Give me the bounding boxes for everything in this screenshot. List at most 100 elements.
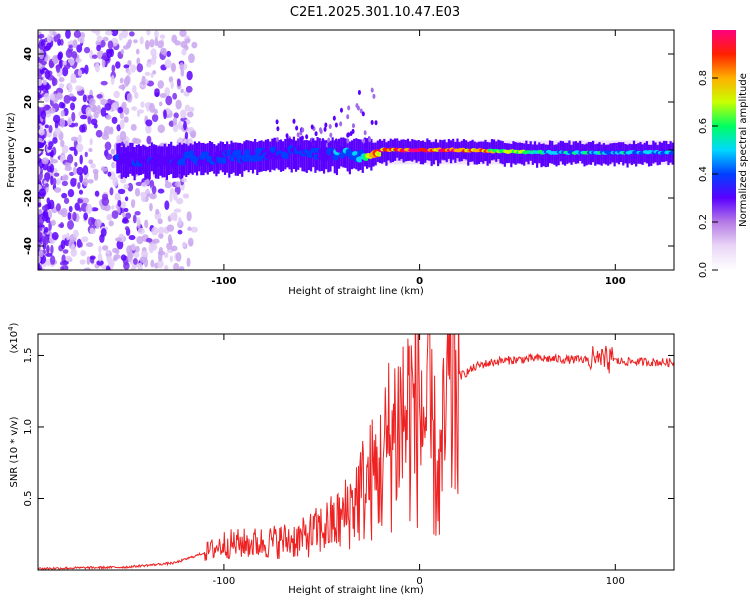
ridge-column: [626, 144, 629, 168]
ridge-column: [523, 143, 526, 166]
noise-speckle: [170, 80, 174, 90]
wisp: [276, 126, 280, 132]
wisp: [272, 140, 276, 146]
ridge-column: [454, 141, 457, 163]
noise-speckle: [174, 40, 181, 46]
noise-speckle: [156, 259, 164, 269]
noise-speckle: [113, 90, 120, 99]
ridge-column: [583, 144, 586, 167]
spectrogram-image: [38, 30, 674, 270]
noise-speckle: [48, 60, 54, 69]
noise-speckle: [124, 196, 129, 202]
noise-speckle: [187, 237, 194, 247]
noise-speckle: [81, 236, 89, 243]
wisp: [374, 120, 378, 126]
noise-speckle: [52, 137, 58, 144]
noise-speckle: [47, 202, 52, 210]
noise-speckle: [48, 107, 56, 114]
ridge-column: [234, 142, 237, 176]
noise-speckle: [42, 209, 49, 219]
noise-speckle: [102, 245, 109, 251]
noise-speckle: [58, 223, 64, 228]
noise-speckle: [96, 44, 101, 52]
noise-speckle: [105, 114, 112, 120]
noise-speckle: [83, 212, 89, 221]
noise-speckle: [107, 171, 112, 177]
noise-speckle: [144, 189, 151, 194]
noise-speckles: [38, 30, 198, 270]
noise-speckle: [101, 55, 109, 61]
noise-speckle: [123, 183, 130, 190]
noise-speckle: [179, 30, 187, 37]
noise-speckle: [70, 178, 77, 183]
wisp: [281, 142, 285, 148]
noise-speckle: [146, 135, 152, 145]
ridge-column: [570, 145, 573, 165]
noise-speckle: [119, 77, 124, 84]
noise-speckle: [93, 111, 99, 119]
noise-speckle: [82, 165, 89, 176]
noise-speckle: [105, 30, 113, 36]
noise-speckle: [176, 197, 184, 205]
noise-speckle: [116, 124, 121, 132]
wisp: [327, 137, 331, 143]
noise-speckle: [133, 39, 138, 44]
noise-speckle: [109, 187, 114, 196]
noise-speckle: [85, 242, 94, 248]
noise-speckle: [83, 267, 91, 270]
wisp: [351, 123, 355, 129]
noise-speckle: [60, 110, 65, 117]
noise-speckle: [101, 133, 110, 141]
noise-speckle: [134, 91, 139, 99]
noise-speckle: [86, 256, 91, 265]
noise-speckle: [135, 181, 143, 187]
noise-speckle: [131, 265, 136, 270]
ridge-signal: [112, 136, 674, 181]
spectrogram-ylabel: Frequency (Hz): [6, 112, 17, 188]
noise-speckle: [188, 137, 193, 147]
noise-speckle: [160, 47, 166, 55]
ridge-blob: [244, 148, 252, 156]
noise-speckle: [43, 45, 50, 52]
noise-speckle: [83, 46, 91, 54]
wisp: [310, 124, 314, 130]
spectrogram-xlabel: Height of straight line (km): [288, 286, 424, 297]
noise-speckle: [78, 36, 85, 44]
noise-speckle: [135, 245, 140, 253]
noise-speckle: [184, 193, 190, 199]
noise-speckle: [164, 59, 172, 69]
noise-speckle: [85, 203, 93, 214]
noise-speckle: [89, 227, 95, 234]
noise-speckle: [64, 162, 72, 168]
ridge-column: [647, 144, 651, 167]
ridge-column: [290, 140, 293, 173]
noise-speckle: [68, 205, 73, 213]
noise-speckle: [71, 51, 78, 59]
wisp: [299, 138, 303, 144]
noise-speckle: [89, 255, 96, 260]
noise-speckle: [57, 52, 63, 61]
noise-speckle: [163, 109, 167, 120]
noise-speckle: [58, 101, 65, 109]
noise-speckle: [144, 178, 150, 186]
ridge-column: [607, 144, 610, 166]
noise-speckle: [166, 50, 171, 58]
noise-speckle: [91, 54, 98, 59]
noise-speckle: [166, 224, 175, 232]
noise-speckle: [112, 247, 119, 254]
spectrogram-panel: -100 0 100 -40 -20 0 20 40 Height of straight l…: [6, 29, 675, 297]
ridge-column: [650, 145, 653, 166]
wisp: [342, 141, 346, 147]
noise-speckle: [155, 208, 160, 215]
noise-speckle: [170, 245, 178, 252]
noise-speckle: [82, 177, 89, 187]
noise-speckle: [172, 117, 178, 126]
noise-speckle: [65, 255, 72, 262]
wisp: [368, 137, 372, 143]
ridge-column: [475, 142, 478, 165]
noise-speckle: [74, 202, 81, 211]
noise-speckle: [93, 171, 99, 181]
noise-speckle: [150, 72, 154, 78]
noise-speckle: [101, 197, 110, 206]
noise-speckle: [186, 257, 191, 267]
